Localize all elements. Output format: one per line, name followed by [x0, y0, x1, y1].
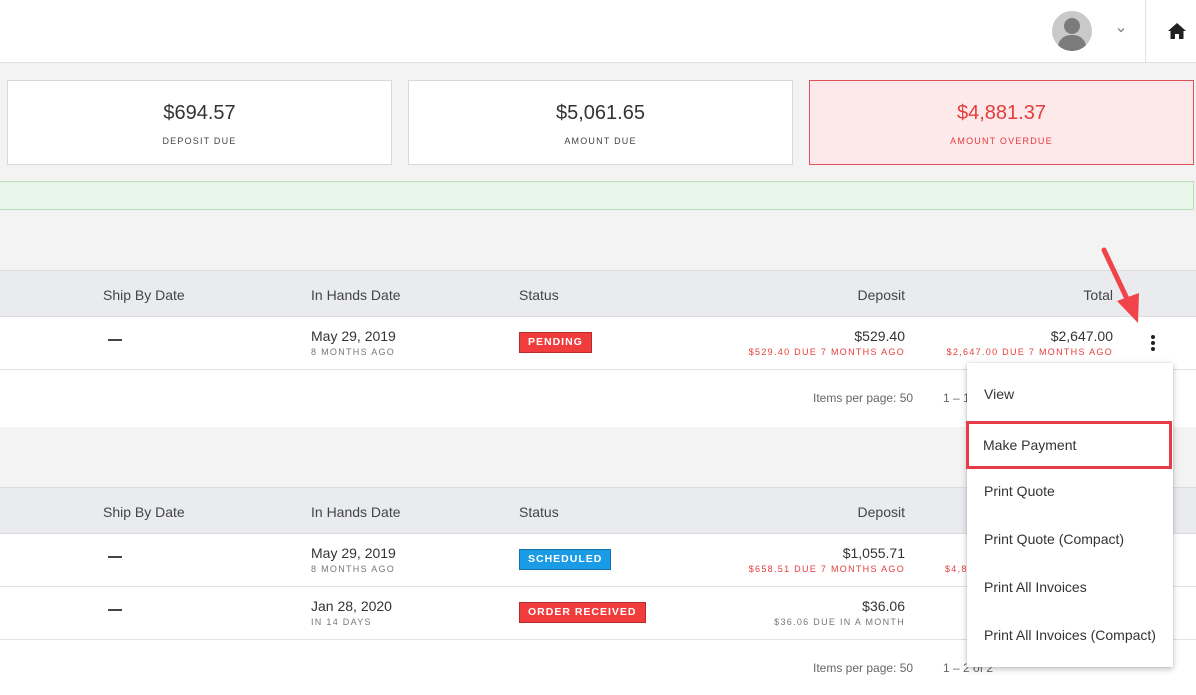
amount-overdue-label: AMOUNT OVERDUE	[950, 136, 1053, 146]
total-amount: $2,647.00	[1050, 328, 1113, 344]
in-hands-date: May 29, 2019	[311, 545, 396, 561]
status-badge: PENDING	[519, 332, 592, 353]
menu-item-print-quote[interactable]: Print Quote	[984, 483, 1055, 499]
top-bar	[0, 0, 1196, 63]
deposit-amount: $1,055.71	[842, 545, 905, 561]
success-banner	[0, 181, 1194, 210]
in-hands-relative: IN 14 DAYS	[311, 617, 372, 627]
col-in-hands-date[interactable]: In Hands Date	[311, 287, 401, 303]
total-due-note: $2,647.00 DUE 7 MONTHS AGO	[946, 347, 1113, 357]
status-badge: ORDER RECEIVED	[519, 602, 646, 623]
in-hands-date: May 29, 2019	[311, 328, 396, 344]
deposit-due-note: $529.40 DUE 7 MONTHS AGO	[748, 347, 905, 357]
chevron-down-icon[interactable]	[1114, 23, 1128, 37]
in-hands-date: Jan 28, 2020	[311, 598, 392, 614]
deposit-amount: $36.06	[862, 598, 905, 614]
items-per-page[interactable]: Items per page: 50	[813, 661, 914, 675]
col-deposit[interactable]: Deposit	[857, 504, 905, 520]
ship-by-empty	[108, 556, 122, 558]
deposit-due-card: $694.57 DEPOSIT DUE	[7, 80, 392, 165]
col-in-hands-date[interactable]: In Hands Date	[311, 504, 401, 520]
menu-item-print-all-invoices-compact[interactable]: Print All Invoices (Compact)	[984, 627, 1156, 643]
deposit-amount: $529.40	[854, 328, 905, 344]
amount-due-card: $5,061.65 AMOUNT DUE	[408, 80, 793, 165]
divider	[1145, 0, 1146, 63]
row-actions-menu: View Make Payment Print Quote Print Quot…	[966, 363, 1173, 667]
col-ship-by-date[interactable]: Ship By Date	[103, 287, 185, 303]
amount-due-label: AMOUNT DUE	[564, 136, 637, 146]
amount-overdue-card: $4,881.37 AMOUNT OVERDUE	[809, 80, 1194, 165]
annotation-arrow-icon	[1101, 247, 1139, 323]
in-hands-relative: 8 MONTHS AGO	[311, 347, 396, 357]
page-range: 1 – 1	[943, 391, 970, 405]
total-due-note: $4,8	[945, 564, 968, 574]
menu-item-print-all-invoices[interactable]: Print All Invoices	[984, 579, 1087, 595]
col-deposit[interactable]: Deposit	[857, 287, 905, 303]
more-vert-icon[interactable]	[1146, 333, 1160, 355]
deposit-due-amount: $694.57	[163, 102, 236, 124]
col-ship-by-date[interactable]: Ship By Date	[103, 504, 185, 520]
status-badge: SCHEDULED	[519, 549, 612, 570]
deposit-due-note: $36.06 DUE IN A MONTH	[774, 617, 905, 627]
col-total[interactable]: Total	[1083, 287, 1113, 303]
table-header: Ship By Date In Hands Date Status Deposi…	[0, 270, 1196, 317]
table-row[interactable]: May 29, 2019 8 MONTHS AGO PENDING $529.4…	[0, 317, 1196, 370]
menu-item-view[interactable]: View	[984, 386, 1015, 402]
amount-overdue-amount: $4,881.37	[957, 102, 1046, 124]
ship-by-empty	[108, 609, 122, 611]
home-icon[interactable]	[1167, 21, 1187, 41]
ship-by-empty	[108, 339, 122, 341]
col-status[interactable]: Status	[519, 504, 559, 520]
amount-due-amount: $5,061.65	[556, 102, 645, 124]
col-status[interactable]: Status	[519, 287, 559, 303]
user-avatar-icon[interactable]	[1052, 11, 1092, 51]
items-per-page[interactable]: Items per page: 50	[813, 391, 914, 405]
deposit-due-note: $658.51 DUE 7 MONTHS AGO	[748, 564, 905, 574]
menu-item-print-quote-compact[interactable]: Print Quote (Compact)	[984, 531, 1125, 547]
deposit-due-label: DEPOSIT DUE	[162, 136, 237, 146]
menu-item-make-payment[interactable]: Make Payment	[966, 421, 1172, 469]
in-hands-relative: 8 MONTHS AGO	[311, 564, 396, 574]
